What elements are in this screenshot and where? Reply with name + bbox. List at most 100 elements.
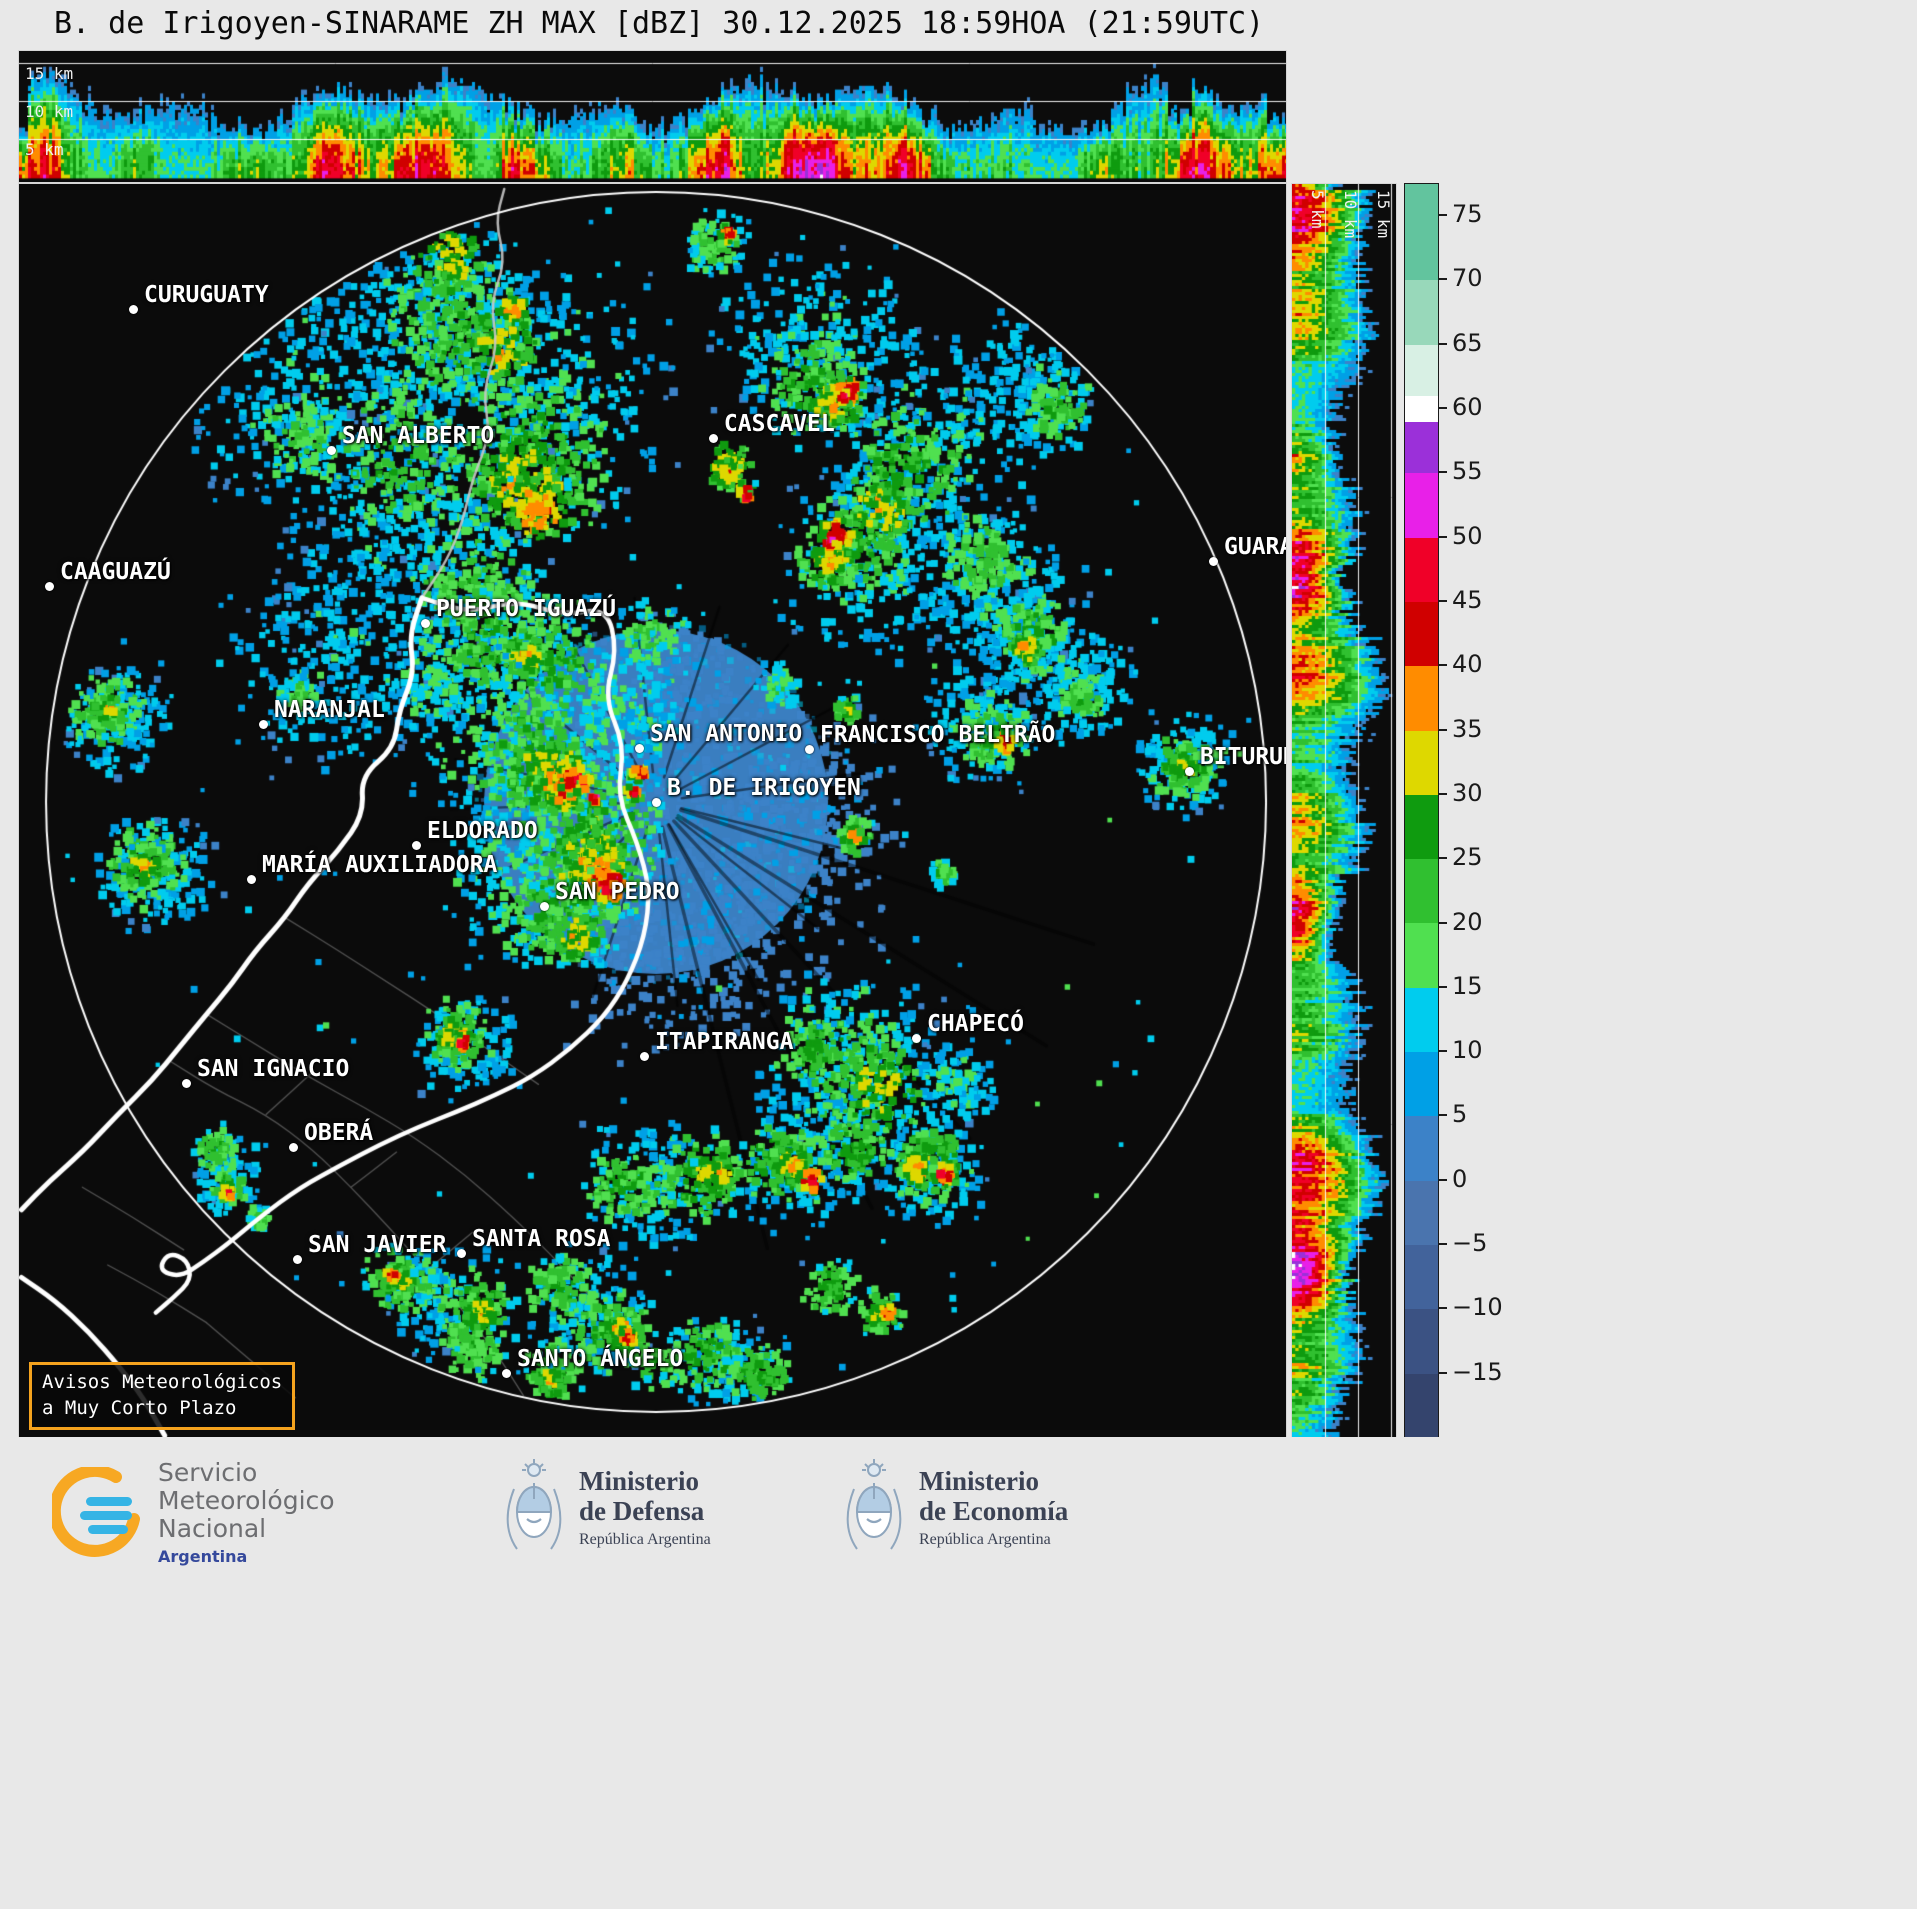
advisory-line-2: a Muy Corto Plazo — [42, 1397, 237, 1419]
colorbar-tick-mark — [1438, 600, 1447, 602]
city-dot — [708, 434, 718, 444]
colorbar-tick-label: 30 — [1452, 778, 1483, 807]
city-label: GUARANIAÇU — [1224, 533, 1287, 560]
colorbar-tick-label: 25 — [1452, 843, 1483, 872]
colorbar-tick-label: 55 — [1452, 457, 1483, 486]
ministry-defensa-block: Ministerio de Defensa República Argentin… — [505, 1457, 711, 1557]
colorbar-tick-label: −15 — [1452, 1357, 1503, 1386]
colorbar-tick-mark — [1438, 1050, 1447, 1053]
right-xs-label-5km: 5 km — [1308, 190, 1327, 229]
colorbar-segment — [1405, 730, 1438, 795]
city-label: B. DE IRIGOYEN — [667, 774, 861, 801]
city-label: ELDORADO — [426, 817, 538, 844]
smn-name-line-2: Meteorológico — [158, 1486, 335, 1515]
colorbar-tick-label: 65 — [1452, 328, 1483, 357]
city-label: CURUGUATY — [144, 282, 269, 309]
city-label: ITAPIRANGA — [655, 1029, 794, 1056]
colorbar-tick-label: 10 — [1452, 1036, 1483, 1065]
colorbar-tick-mark — [1438, 664, 1447, 667]
city-dot — [1209, 556, 1219, 566]
city-label: MARÍA AUXILIADORA — [261, 851, 498, 878]
colorbar-segment — [1405, 537, 1438, 602]
city-dot — [181, 1078, 191, 1088]
city-dot — [540, 902, 550, 912]
colorbar-tick-mark — [1438, 278, 1447, 281]
city-dot — [45, 582, 55, 592]
colorbar-segment — [1405, 859, 1438, 924]
colorbar-tick-mark — [1438, 342, 1447, 345]
colorbar-tick-label: 70 — [1452, 264, 1483, 293]
colorbar-segment — [1405, 666, 1438, 731]
colorbar-segment — [1405, 923, 1438, 988]
city-label: NARANJAL — [274, 696, 385, 723]
colorbar-tick-mark — [1438, 535, 1447, 538]
colorbar-tick-mark — [1438, 728, 1447, 731]
city-layer: CURUGUATY SAN ALBERTO CASCAVEL CAAGUAZÚ PUER… — [19, 184, 1286, 1438]
colorbar-tick-label: 50 — [1452, 521, 1483, 550]
ministry-sub-label: República Argentina — [919, 1530, 1051, 1548]
colorbar-segment — [1405, 794, 1438, 860]
ministry-name-line-2: de Economía — [919, 1495, 1069, 1526]
top-xs-label-15km: 15 km — [25, 64, 74, 83]
coat-of-arms-icon — [506, 1459, 562, 1550]
city-label: BITURUNA — [1199, 743, 1286, 770]
city-label: CHAPECÓ — [927, 1010, 1024, 1037]
colorbar-segment — [1405, 1244, 1438, 1310]
colorbar-tick-mark — [1438, 985, 1447, 988]
radar-map: CURUGUATY SAN ALBERTO CASCAVEL CAAGUAZÚ PUER… — [18, 183, 1287, 1439]
city-dot — [259, 719, 269, 729]
colorbar-tick-label: 75 — [1452, 200, 1483, 229]
top-xs-label-10km: 10 km — [25, 102, 74, 121]
colorbar-tick-mark — [1438, 1114, 1447, 1117]
page-title: B. de Irigoyen-SINARAME ZH MAX [dBZ] 30.… — [54, 6, 1265, 41]
footer: Servicio Meteorológico Nacional Argentin… — [0, 1437, 1917, 1909]
city-dot — [640, 1052, 649, 1062]
city-label: SAN PEDRO — [555, 879, 680, 906]
colorbar-segments — [1405, 184, 1438, 1438]
ministry-economia-block: Ministerio de Economía República Argenti… — [845, 1457, 1068, 1557]
colorbar-segment — [1405, 987, 1438, 1053]
ministry-name-line-1: Ministerio — [919, 1465, 1039, 1496]
city-dot — [804, 745, 814, 755]
city-dot — [411, 840, 421, 850]
coat-of-arms-icon — [846, 1459, 902, 1550]
advisory-line-1: Avisos Meteorológicos — [42, 1371, 283, 1393]
city-label: CASCAVEL — [723, 411, 835, 438]
top-cross-section-panel: 15 km 10 km 5 km — [18, 50, 1287, 183]
ministry-name-line-2: de Defensa — [579, 1495, 705, 1526]
colorbar-tick-label: 15 — [1452, 971, 1483, 1000]
city-label: PUERTO IGUAZÚ — [435, 596, 616, 623]
colorbar-tick-mark — [1438, 1307, 1447, 1310]
colorbar-tick-label: 45 — [1452, 586, 1483, 614]
colorbar-tick-mark — [1438, 471, 1447, 474]
colorbar-tick-mark — [1438, 921, 1447, 924]
radar-canvas — [19, 184, 1286, 1438]
colorbar-segment — [1405, 1052, 1438, 1117]
colorbar-segment — [1405, 1180, 1438, 1245]
colorbar-tick-mark — [1438, 214, 1447, 217]
colorbar-segment — [1405, 280, 1438, 345]
smn-country-label: Argentina — [158, 1547, 248, 1566]
colorbar-segment — [1405, 1309, 1438, 1374]
top-cross-section-canvas — [19, 51, 1286, 182]
colorbar-tick-mark — [1438, 857, 1447, 860]
right-xs-label-15km: 15 km — [1374, 190, 1393, 239]
right-xs-label-10km: 10 km — [1341, 190, 1360, 239]
colorbar-segment — [1405, 473, 1438, 538]
colorbar-tick-label: 0 — [1452, 1164, 1468, 1193]
city-label: OBERÁ — [304, 1119, 374, 1146]
ministry-name-line-1: Ministerio — [579, 1465, 699, 1496]
right-cross-section-canvas — [1292, 184, 1396, 1438]
city-dot — [292, 1255, 302, 1265]
colorbar-segment — [1405, 1116, 1438, 1181]
advisory-box: Avisos Meteorológicos a Muy Corto Plazo — [29, 1362, 296, 1430]
city-label: SAN ANTONIO — [649, 721, 803, 748]
city-label: SAN IGNACIO — [196, 1055, 350, 1082]
city-dot — [326, 445, 336, 455]
colorbar-tick-label: −5 — [1452, 1229, 1488, 1258]
city-label: CAAGUAZÚ — [60, 559, 171, 586]
colorbar-segment — [1405, 344, 1438, 397]
city-dot — [1184, 766, 1194, 776]
city-dot — [502, 1369, 512, 1379]
right-cross-section-panel: 5 km 10 km 15 km — [1291, 183, 1397, 1439]
